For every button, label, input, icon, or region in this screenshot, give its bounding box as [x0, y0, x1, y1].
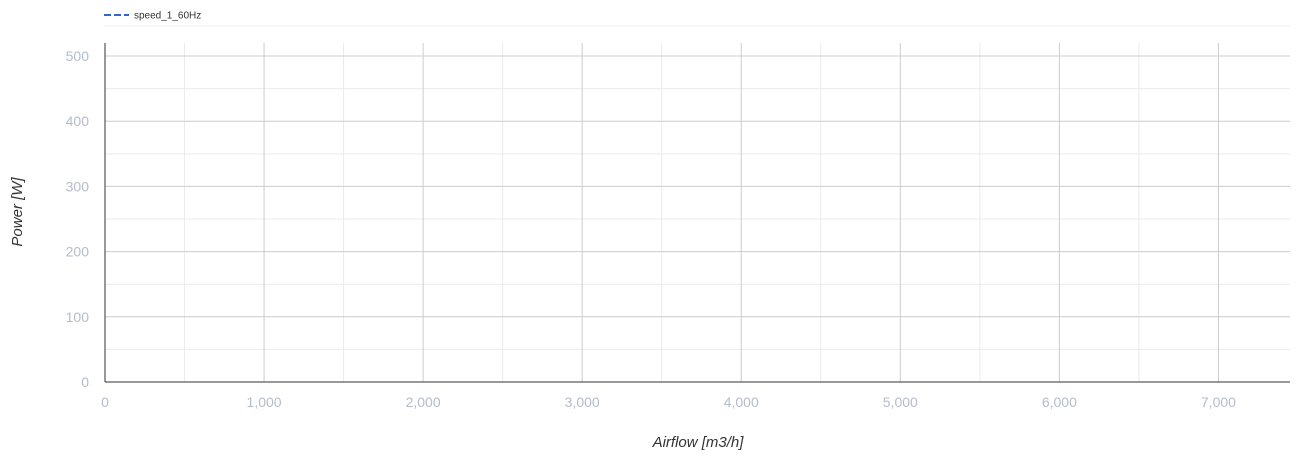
x-tick-label: 6,000	[1042, 394, 1077, 410]
x-tick-label: 2,000	[406, 394, 441, 410]
x-tick-label: 0	[101, 394, 109, 410]
x-tick-label: 3,000	[565, 394, 600, 410]
axes	[105, 43, 1290, 382]
y-tick-label: 200	[66, 244, 90, 260]
y-tick-label: 100	[66, 309, 90, 325]
x-tick-label: 1,000	[247, 394, 282, 410]
y-axis-title: Power [W]	[9, 177, 26, 247]
y-tick-label: 400	[66, 113, 90, 129]
y-tick-labels: 0 100 200 300 400 500	[66, 48, 90, 390]
x-tick-label: 7,000	[1201, 394, 1236, 410]
y-tick-label: 0	[81, 374, 89, 390]
x-tick-label: 5,000	[883, 394, 918, 410]
y-tick-label: 300	[66, 178, 90, 194]
x-tick-labels: 0 1,000 2,000 3,000 4,000 5,000 6,000 7,000	[101, 394, 1236, 410]
x-tick-label: 4,000	[724, 394, 759, 410]
x-axis-title: Airflow [m3/h]	[652, 434, 745, 451]
major-gridlines	[105, 43, 1290, 382]
minor-gridlines	[105, 43, 1290, 382]
y-tick-label: 500	[66, 48, 90, 64]
legend-label-speed-1-60hz: speed_1_60Hz	[134, 11, 201, 22]
legend[interactable]: speed_1_60Hz	[104, 11, 1290, 27]
